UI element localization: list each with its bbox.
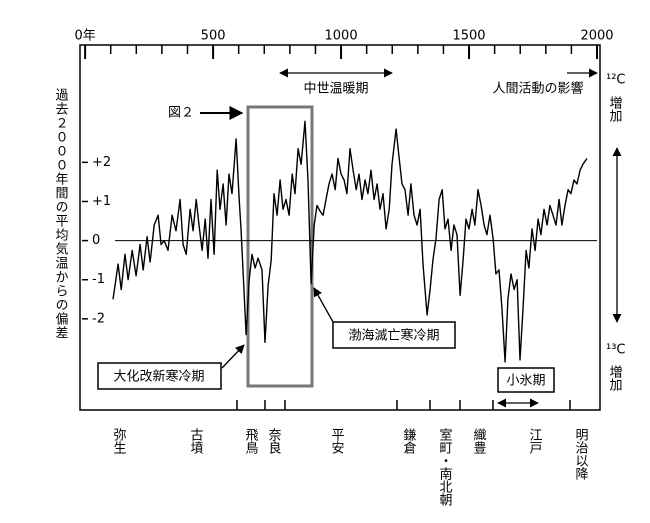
- y-tick-label: -1: [92, 272, 105, 287]
- era-label: 江戸: [527, 428, 543, 454]
- x-tick-label: 1500: [452, 29, 485, 44]
- era-ticks: [236, 400, 571, 410]
- era-label: 飛鳥: [243, 428, 259, 455]
- isotope-label: ¹²C: [606, 73, 626, 88]
- annotation-arrow: [221, 344, 245, 369]
- figure-box: [246, 105, 314, 388]
- isotope-label: 増加: [607, 365, 623, 392]
- y-tick-label: +1: [92, 194, 111, 209]
- x-tick-label: 1000: [325, 29, 358, 44]
- annotation-arrow: [313, 287, 334, 323]
- annotation-box: [497, 367, 555, 393]
- y-tick-label: -2: [92, 311, 105, 326]
- y-axis-label: 過去２０００年間の平均気温からの偏差: [53, 88, 69, 340]
- era-label: 鎌倉: [401, 428, 417, 455]
- annotation: 渤海滅亡寒冷期: [348, 328, 439, 344]
- era-label: 室町・南北朝: [437, 427, 453, 506]
- x-tick-label: 0年: [74, 29, 95, 44]
- era-label: 明治以降: [573, 428, 589, 480]
- y-tick-label: +2: [92, 155, 111, 170]
- era-label: 織豊: [471, 428, 487, 454]
- y-tick-label: 0: [92, 233, 100, 248]
- annotation-box: [332, 321, 456, 349]
- annotation-box: [97, 362, 222, 390]
- era-label: 弥生: [111, 427, 127, 454]
- annotation: 人間活動の影響: [492, 81, 583, 97]
- annotation: 小氷期: [506, 374, 545, 389]
- x-tick-label: 2000: [580, 29, 613, 44]
- annotation: 中世温暖期: [303, 82, 368, 97]
- annotation: 大化改新寒冷期: [113, 369, 204, 385]
- isotope-label: ¹³C: [606, 343, 626, 358]
- era-label: 平安: [329, 428, 345, 454]
- x-tick-label: 500: [201, 29, 226, 44]
- era-label: 奈良: [266, 428, 282, 454]
- temperature-line: [112, 120, 588, 363]
- era-label: 古墳: [188, 428, 204, 454]
- isotope-label: 増加: [607, 96, 623, 123]
- plot-frame: [79, 44, 601, 411]
- annotation: 図２: [168, 106, 194, 121]
